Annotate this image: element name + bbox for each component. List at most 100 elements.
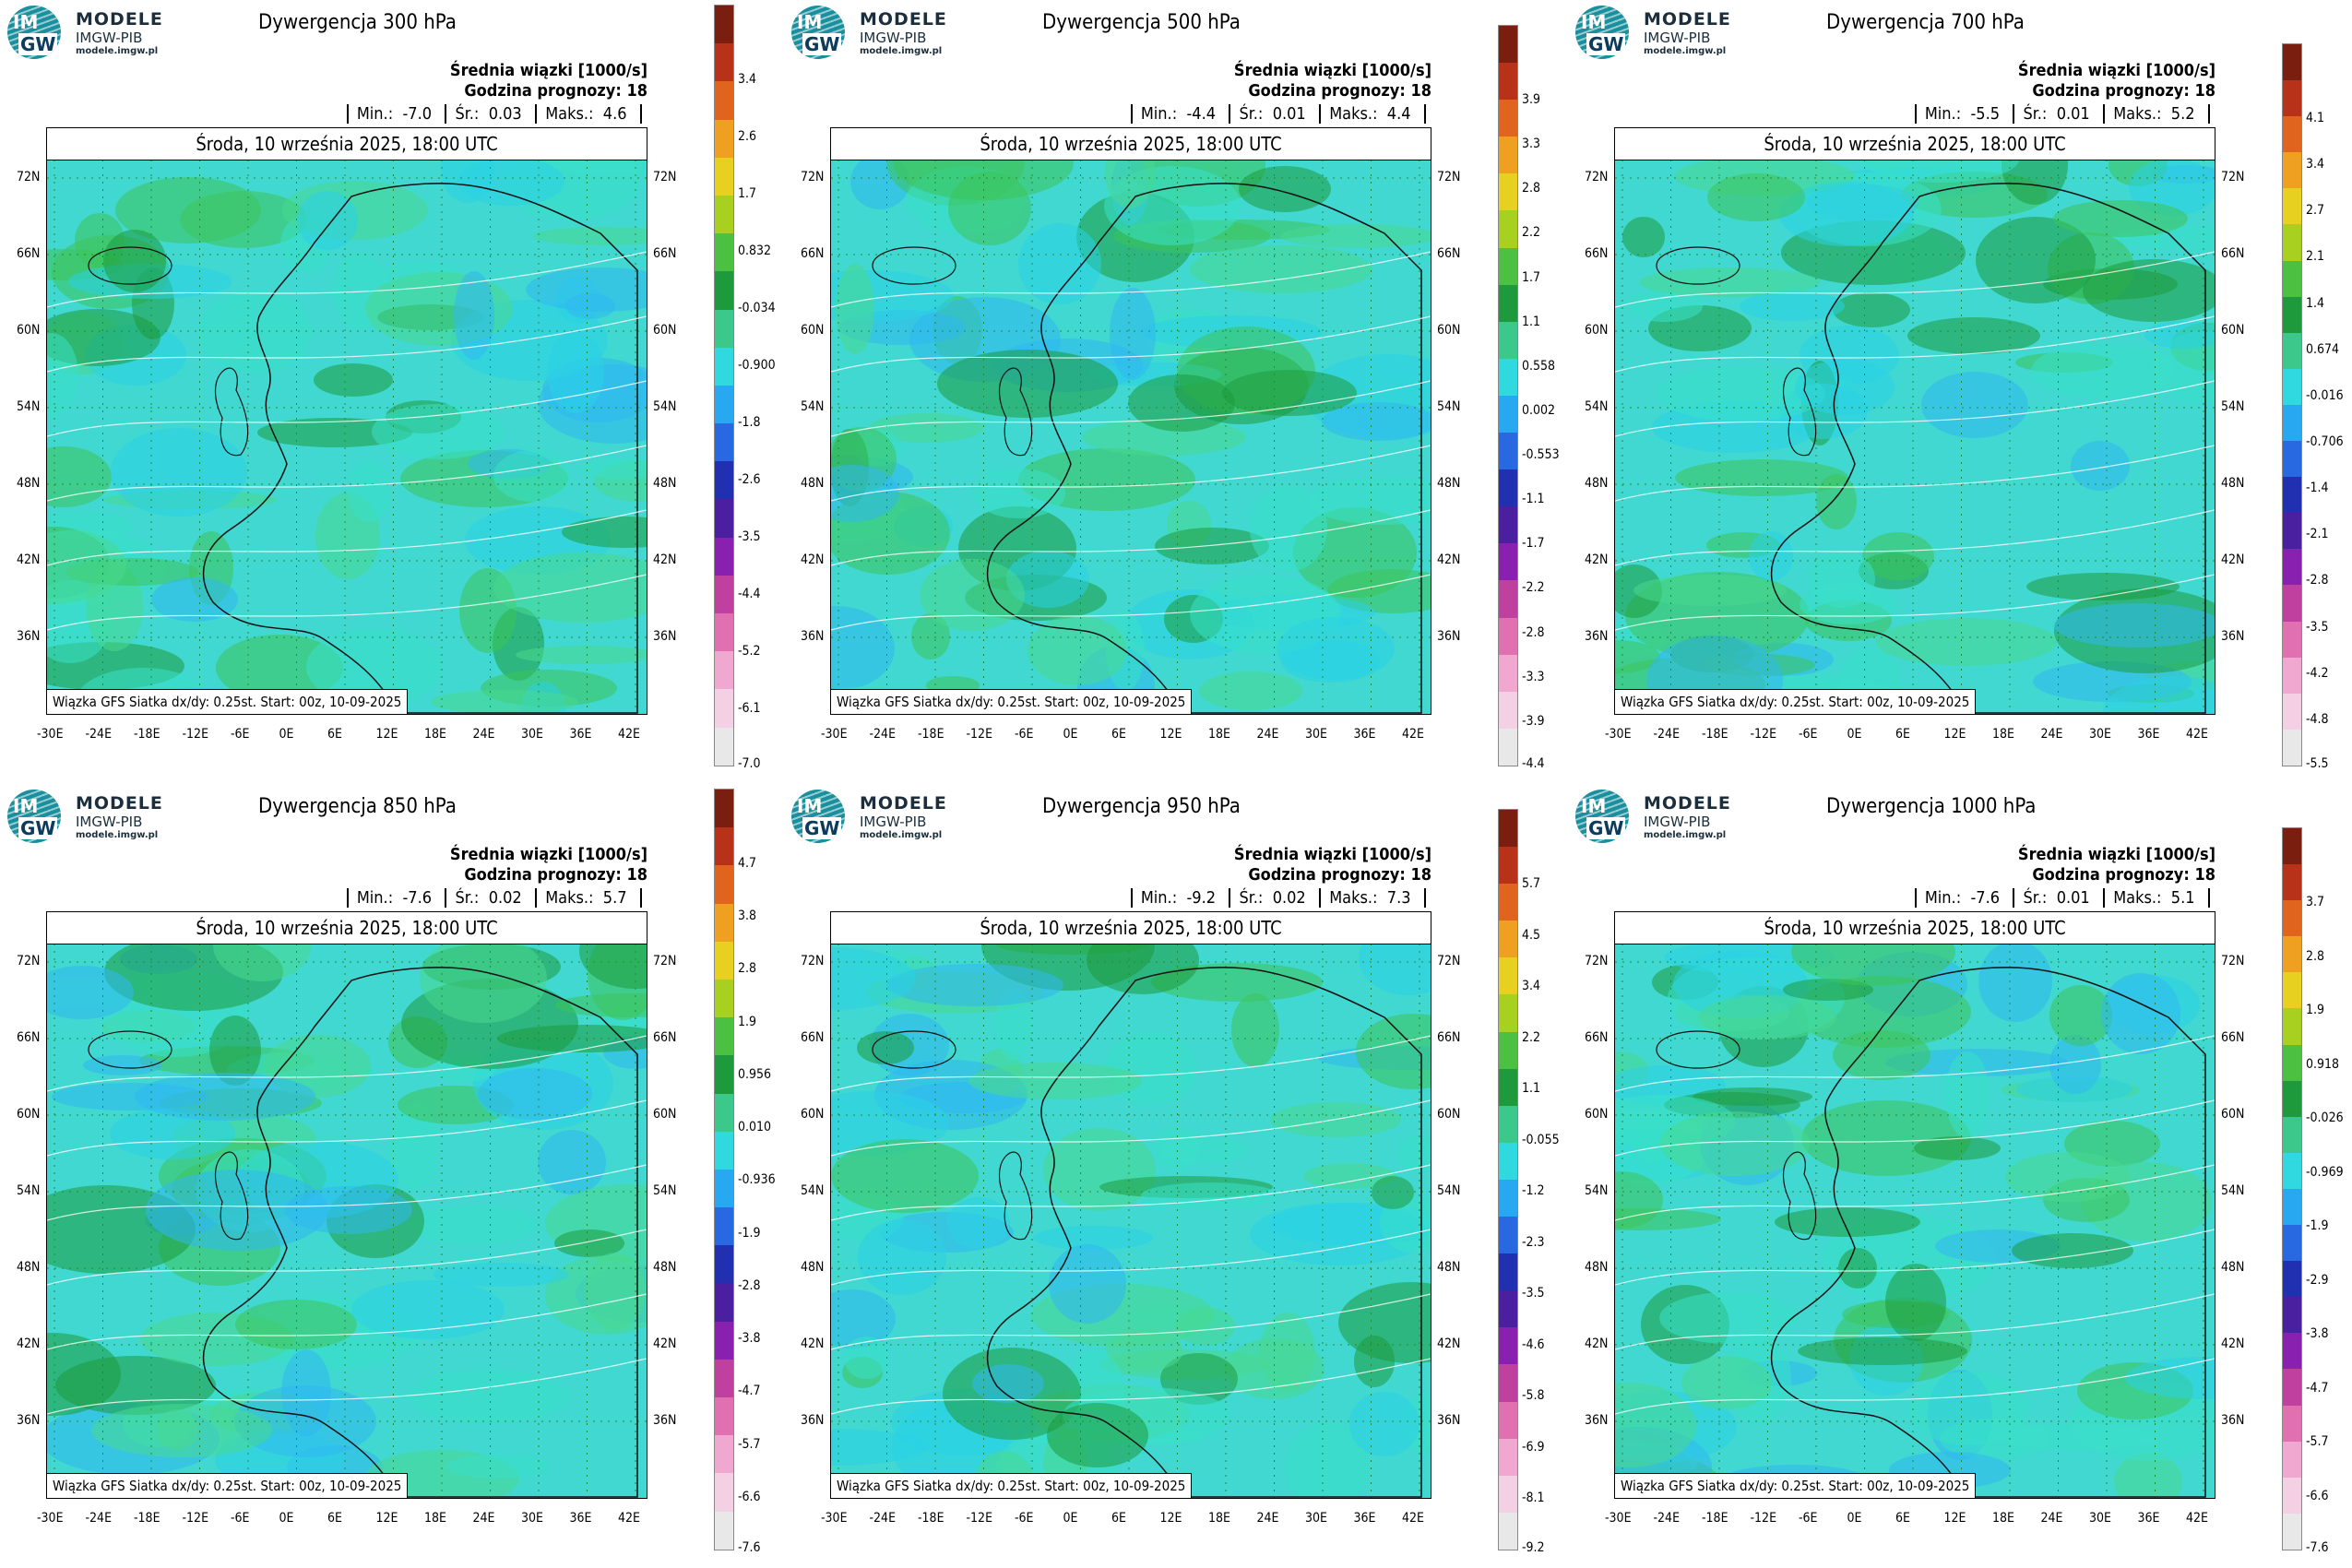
lat-label-right: 42N — [2221, 1336, 2245, 1351]
lon-label: 18E — [424, 1511, 446, 1526]
lon-label: -24E — [85, 1511, 113, 1526]
lat-label-right: 60N — [1437, 1107, 1461, 1122]
ensemble-mean-label: Średnia wiązki [1000/s] — [449, 61, 647, 80]
logo-line3: modele.imgw.pl — [860, 830, 943, 840]
logo-line3: modele.imgw.pl — [76, 46, 159, 56]
logo-line2: IMGW-PIB — [1644, 814, 1711, 830]
lat-label-left: 48N — [801, 476, 825, 491]
logo-im-text: IM — [13, 795, 39, 817]
colorbar-label: 0.010 — [738, 1120, 772, 1135]
colorbar-label: -4.4 — [738, 587, 761, 601]
map-area: Środa, 10 września 2025, 18:00 UTC Wiązka… — [1614, 127, 2215, 715]
lat-label-left: 72N — [17, 170, 41, 184]
lat-label-right: 54N — [653, 399, 677, 414]
colorbar-label: -2.9 — [2306, 1272, 2329, 1288]
colorbar-label: 3.4 — [2306, 157, 2325, 172]
lon-label: -30E — [37, 1511, 64, 1526]
lon-label: 18E — [1992, 1511, 2014, 1526]
lat-label-left: 36N — [801, 629, 825, 644]
imgw-logo: IM GW MODELE IMGW-PIB modele.imgw.pl — [7, 790, 192, 845]
avg-label: Śr.: — [2023, 888, 2048, 908]
colorbar-label: 0.558 — [1522, 358, 1556, 374]
lon-label: -30E — [37, 727, 64, 742]
lat-label-right: 42N — [653, 1336, 677, 1351]
colorbar-label: 4.7 — [738, 856, 757, 871]
lat-label-left: 72N — [1585, 170, 1609, 184]
lat-label-right: 60N — [2221, 1107, 2245, 1122]
divergence-field — [831, 160, 1431, 714]
colorbar-label: 3.7 — [2306, 895, 2325, 909]
lat-label-left: 60N — [801, 323, 825, 338]
colorbar-label: -7.6 — [738, 1540, 761, 1555]
coastline — [986, 183, 1422, 714]
lat-label-right: 54N — [2221, 1183, 2245, 1198]
min-label: Min.: — [1140, 104, 1178, 124]
lat-label-left: 42N — [17, 552, 41, 567]
model-info-footer: Wiązka GFS Siatka dx/dy: 0.25st. Start: … — [1615, 689, 1977, 714]
lat-label-right: 54N — [1437, 1183, 1461, 1198]
colorbar — [714, 789, 734, 1550]
forecast-date: Środa, 10 września 2025, 18:00 UTC — [831, 128, 1431, 160]
lon-label: 36E — [569, 1511, 592, 1526]
logo-line1: MODELE — [1644, 9, 1731, 30]
colorbar-label: 2.8 — [2306, 948, 2325, 964]
lat-label-left: 54N — [1585, 399, 1609, 414]
colorbar-label: 2.1 — [2306, 249, 2325, 265]
lon-label: 12E — [1159, 727, 1182, 742]
colorbar-label: -3.3 — [1522, 669, 1545, 684]
lon-label: 36E — [1353, 727, 1376, 742]
avg-value: 0.03 — [488, 104, 522, 124]
lat-label-right: 66N — [1437, 246, 1461, 261]
lat-label-left: 72N — [801, 170, 825, 184]
lon-label: -30E — [1605, 1511, 1632, 1526]
lon-label: -30E — [1605, 727, 1632, 742]
lon-label: -18E — [134, 727, 160, 742]
min-label: Min.: — [356, 104, 394, 124]
stats-line: Min.: -7.6 Śr.: 0.01 Maks.: 5.1 — [1911, 888, 2218, 908]
colorbar-label: -4.7 — [2306, 1380, 2329, 1396]
lon-label: -12E — [182, 1511, 209, 1526]
lat-label-right: 66N — [653, 246, 677, 261]
min-value: -9.2 — [1186, 888, 1217, 908]
colorbar-label: -4.8 — [2306, 711, 2329, 727]
stats-line: Min.: -4.4 Śr.: 0.01 Maks.: 4.4 — [1127, 104, 1434, 124]
lat-label-left: 60N — [17, 323, 41, 338]
forecast-hour-label: Godzina prognozy: 18 — [464, 865, 647, 885]
max-value: 5.7 — [602, 888, 627, 908]
imgw-logo-icon: IM GW — [791, 6, 845, 59]
lon-label: 24E — [2040, 1511, 2063, 1526]
lon-label: -18E — [918, 1511, 944, 1526]
lat-label-left: 66N — [1585, 1030, 1609, 1045]
forecast-date: Środa, 10 września 2025, 18:00 UTC — [47, 128, 647, 160]
logo-gw-text: GW — [18, 33, 58, 55]
lat-label-left: 60N — [17, 1107, 41, 1122]
map-area: Środa, 10 września 2025, 18:00 UTC Wiązka… — [46, 911, 647, 1499]
lat-label-right: 66N — [653, 1030, 677, 1045]
logo-gw-text: GW — [1586, 817, 1626, 839]
lat-label-left: 72N — [17, 954, 41, 968]
lat-label-right: 60N — [1437, 323, 1461, 338]
colorbar-label: -0.936 — [738, 1172, 776, 1188]
lat-label-right: 72N — [1437, 954, 1461, 968]
colorbar-label: 2.6 — [738, 129, 757, 144]
map-area: Środa, 10 września 2025, 18:00 UTC Wiązka… — [46, 127, 647, 715]
colorbar-label: -0.553 — [1522, 447, 1560, 463]
colorbar-label: -6.9 — [1522, 1439, 1545, 1455]
lon-label: 42E — [1402, 727, 1424, 742]
panel-300hpa: IM GW MODELE IMGW-PIB modele.imgw.pl Dywergen… — [0, 0, 784, 784]
lat-label-left: 36N — [17, 1413, 41, 1428]
imgw-logo-icon: IM GW — [1575, 6, 1629, 59]
lon-label: -24E — [1653, 1511, 1681, 1526]
coastline — [1770, 967, 2206, 1498]
model-info-footer: Wiązka GFS Siatka dx/dy: 0.25st. Start: … — [47, 689, 409, 714]
lon-label: 18E — [424, 727, 446, 742]
imgw-logo-icon: IM GW — [7, 6, 61, 59]
lon-label: -6E — [231, 1511, 250, 1526]
ensemble-mean-label: Średnia wiązki [1000/s] — [2017, 61, 2215, 80]
colorbar-label: -8.1 — [1522, 1491, 1545, 1506]
colorbar-label: 1.1 — [1522, 314, 1541, 329]
lat-label-left: 42N — [1585, 1336, 1609, 1351]
colorbar-label: 4.1 — [2306, 111, 2325, 125]
map-area: Środa, 10 września 2025, 18:00 UTC Wiązka… — [830, 127, 1431, 715]
lon-label: 6E — [1111, 727, 1126, 742]
